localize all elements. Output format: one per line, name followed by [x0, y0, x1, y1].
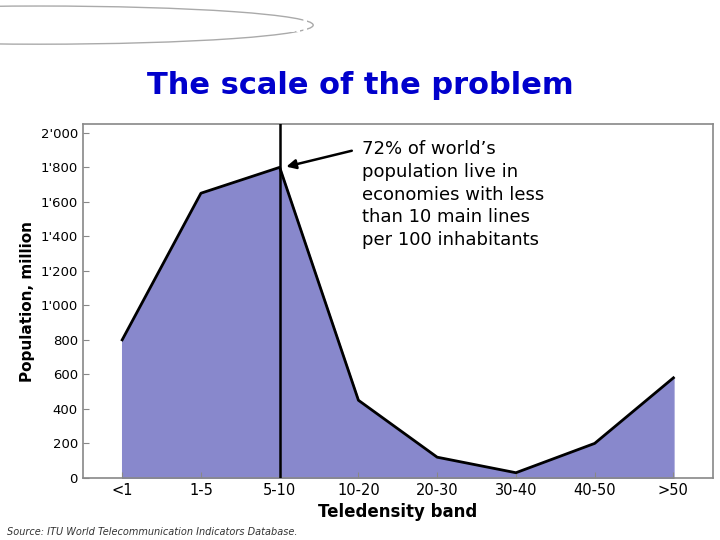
- Text: 72% of world’s
population live in
economies with less
than 10 main lines
per 100: 72% of world’s population live in econom…: [362, 140, 544, 249]
- Text: Universal Service / Universal Access: Universal Service / Universal Access: [198, 15, 623, 35]
- Text: The scale of the problem: The scale of the problem: [147, 71, 573, 100]
- X-axis label: Teledensity band: Teledensity band: [318, 503, 477, 521]
- Text: Source: ITU World Telecommunication Indicators Database.: Source: ITU World Telecommunication Indi…: [7, 527, 297, 537]
- Y-axis label: Population, million: Population, million: [20, 220, 35, 382]
- Circle shape: [0, 6, 313, 44]
